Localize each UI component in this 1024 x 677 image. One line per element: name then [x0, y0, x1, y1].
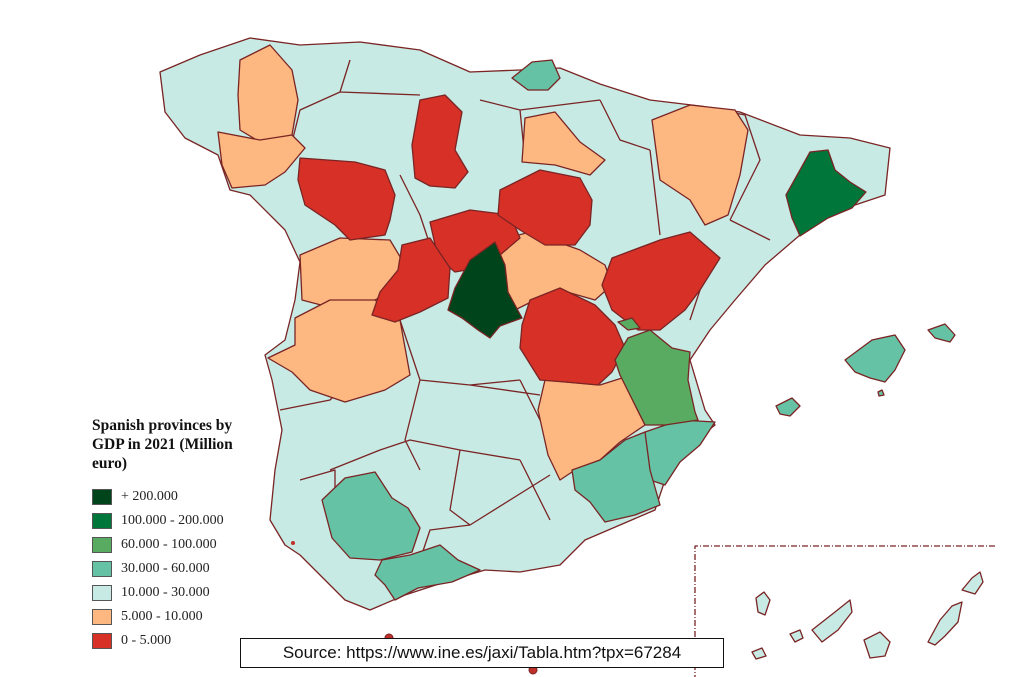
- province-madrid: [447, 241, 523, 339]
- province-ourense: [217, 131, 306, 189]
- legend-title: Spanish provinces by GDP in 2021 (Millio…: [92, 417, 233, 472]
- marker-cadiz-islet: [291, 541, 295, 545]
- island-la-palma: [755, 591, 771, 616]
- province-alicante: [644, 419, 716, 486]
- province-bizkaia: [511, 59, 561, 91]
- province-soria: [497, 169, 593, 246]
- island-gran-canaria: [863, 631, 891, 659]
- province-albacete: [537, 377, 646, 481]
- legend-item-2: 60.000 - 100.000: [92, 533, 262, 557]
- legend-label: 5.000 - 10.000: [121, 609, 203, 624]
- province-malaga: [374, 544, 481, 601]
- legend-swatch: [92, 561, 112, 577]
- legend-swatch: [92, 489, 112, 505]
- province-barcelona: [785, 149, 867, 237]
- legend-label: 30.000 - 60.000: [121, 561, 210, 576]
- legend-swatch: [92, 609, 112, 625]
- legend-label: + 200.000: [121, 489, 178, 504]
- province-valencia: [614, 329, 699, 426]
- legend-label: 60.000 - 100.000: [121, 537, 217, 552]
- legend-swatch: [92, 633, 112, 649]
- legend-item-6: 0 - 5.000: [92, 629, 262, 653]
- legend-swatch: [92, 537, 112, 553]
- province-murcia: [571, 431, 661, 523]
- island-fuerteventura: [927, 601, 963, 646]
- island-menorca: [927, 323, 956, 343]
- province-palencia: [521, 111, 606, 176]
- source-caption: Source: https://www.ine.es/jaxi/Tabla.ht…: [240, 638, 724, 668]
- island-la-gomera: [789, 629, 804, 643]
- legend-item-5: 5.000 - 10.000: [92, 605, 262, 629]
- legend-label: 10.000 - 30.000: [121, 585, 210, 600]
- map-legend: Spanish provinces by GDP in 2021 (Millio…: [92, 416, 262, 653]
- island-el-hierro: [751, 647, 767, 660]
- island-ibiza: [775, 397, 801, 417]
- province-sevilla: [321, 471, 421, 561]
- legend-item-3: 30.000 - 60.000: [92, 557, 262, 581]
- legend-swatch: [92, 585, 112, 601]
- province-small-green: [617, 317, 641, 331]
- canary-inset-frame: [694, 545, 995, 677]
- province-avila: [371, 237, 451, 323]
- island-mallorca: [844, 334, 906, 383]
- province-burgos: [411, 94, 469, 189]
- island-tenerife: [811, 599, 853, 643]
- legend-swatch: [92, 513, 112, 529]
- legend-item-0: + 200.000: [92, 485, 262, 509]
- legend-label: 0 - 5.000: [121, 633, 172, 648]
- province-badajoz: [267, 299, 411, 403]
- legend-item-1: 100.000 - 200.000: [92, 509, 262, 533]
- legend-item-4: 10.000 - 30.000: [92, 581, 262, 605]
- province-cuenca: [519, 287, 626, 386]
- province-zamora: [297, 157, 396, 241]
- province-teruel: [601, 231, 721, 331]
- legend-label: 100.000 - 200.000: [121, 513, 224, 528]
- province-huesca: [651, 104, 749, 226]
- island-cabrera: [877, 389, 885, 397]
- island-lanzarote: [961, 571, 984, 595]
